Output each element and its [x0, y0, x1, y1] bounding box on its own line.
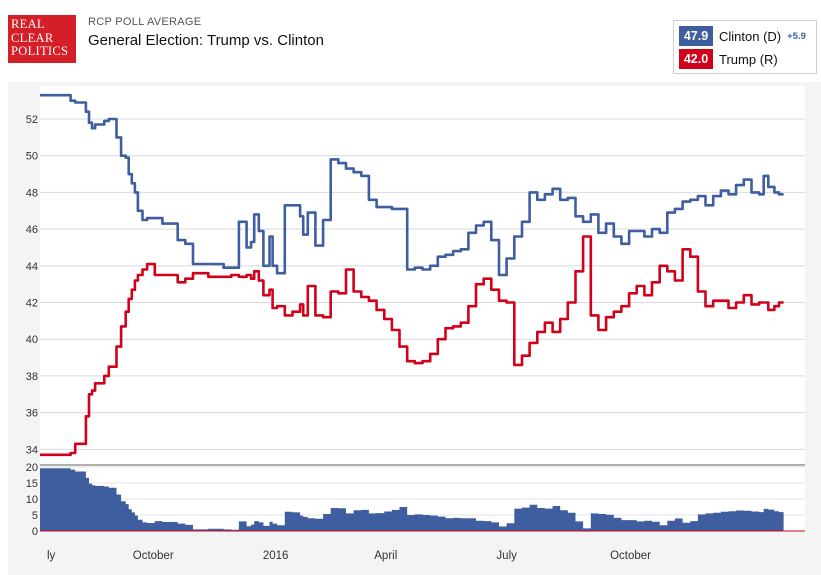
- spread-tick-label-0: 0: [32, 526, 38, 538]
- x-tick-label-0: ly: [47, 550, 56, 562]
- legend-item-trump[interactable]: 42.0 Trump (R): [679, 49, 778, 69]
- y-tick-label-48: 48: [26, 187, 38, 199]
- legend-spread-clinton: +5.9: [787, 30, 806, 42]
- y-tick-label-40: 40: [26, 334, 38, 346]
- y-tick-label-52: 52: [26, 114, 38, 126]
- y-tick-label-44: 44: [26, 261, 38, 273]
- legend-value-clinton: 47.9: [679, 26, 713, 46]
- legend: 47.9 Clinton (D) +5.9 42.0 Trump (R): [673, 20, 817, 74]
- legend-name-trump: Trump (R): [719, 51, 778, 67]
- y-tick-label-34: 34: [26, 444, 38, 456]
- spread-area: [40, 468, 784, 531]
- y-tick-label-38: 38: [26, 371, 38, 383]
- x-tick-label-2: 2016: [263, 550, 289, 562]
- x-tick-label-1: October: [133, 550, 174, 562]
- y-tick-label-50: 50: [26, 151, 38, 163]
- legend-name-clinton: Clinton (D): [719, 28, 782, 44]
- legend-value-trump: 42.0: [679, 49, 713, 69]
- poll-chart: 34 36 38 40 42 44 46 48 50 52 0 5 10 15 20 ly October 201…: [26, 86, 805, 562]
- y-tick-label-46: 46: [26, 224, 38, 236]
- supertitle: RCP POLL AVERAGE: [88, 16, 202, 28]
- series-line-0: [40, 93, 784, 277]
- spread-tick-label-15: 15: [26, 478, 38, 490]
- legend-item-clinton[interactable]: 47.9 Clinton (D) +5.9: [679, 26, 806, 46]
- x-tick-label-5: October: [610, 550, 651, 562]
- logo-line-3: POLITICS: [11, 44, 69, 58]
- series-line-1: [40, 235, 784, 457]
- x-tick-label-4: July: [496, 550, 517, 562]
- spread-tick-label-5: 5: [32, 510, 38, 522]
- logo-line-1: REAL: [11, 17, 45, 31]
- spread-tick-label-10: 10: [26, 494, 38, 506]
- y-tick-label-42: 42: [26, 298, 38, 310]
- chart-panel: 34 36 38 40 42 44 46 48 50 52 0 5 10 15 20 ly October 201…: [8, 82, 821, 575]
- rcp-logo[interactable]: REAL CLEAR POLITICS: [8, 15, 76, 63]
- y-tick-label-36: 36: [26, 408, 38, 420]
- page-title: General Election: Trump vs. Clinton: [88, 32, 324, 49]
- logo-line-2: CLEAR: [11, 30, 54, 45]
- x-tick-label-3: April: [374, 550, 397, 562]
- spread-tick-label-20: 20: [26, 462, 38, 474]
